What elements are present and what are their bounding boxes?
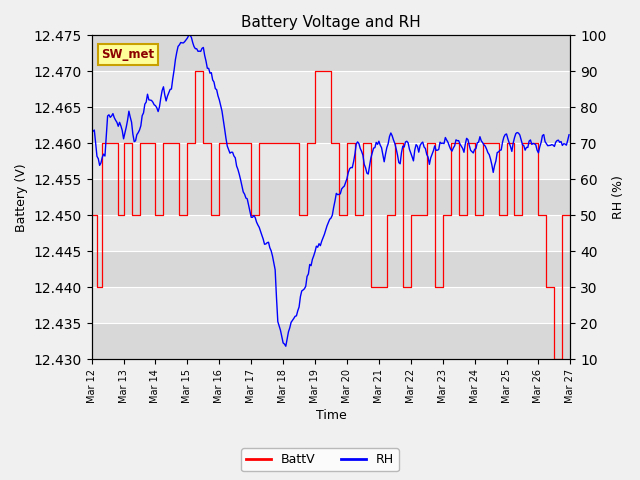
Y-axis label: Battery (V): Battery (V) — [15, 163, 28, 232]
Bar — [92, 252, 570, 288]
Text: SW_met: SW_met — [101, 48, 154, 61]
Title: Battery Voltage and RH: Battery Voltage and RH — [241, 15, 421, 30]
Bar — [92, 108, 570, 144]
Bar — [92, 144, 570, 180]
Legend: BattV, RH: BattV, RH — [241, 448, 399, 471]
X-axis label: Time: Time — [316, 409, 346, 422]
Y-axis label: RH (%): RH (%) — [612, 175, 625, 219]
Bar — [92, 216, 570, 252]
Bar — [92, 72, 570, 108]
Bar — [92, 288, 570, 324]
Bar — [92, 180, 570, 216]
Bar — [92, 36, 570, 72]
Bar — [92, 324, 570, 360]
